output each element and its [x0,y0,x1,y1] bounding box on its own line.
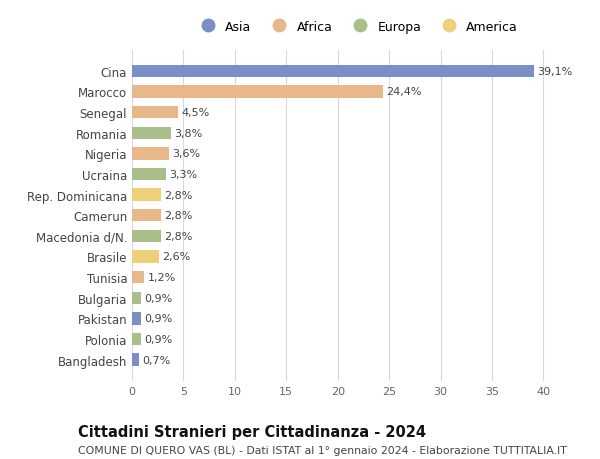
Text: 39,1%: 39,1% [537,67,572,77]
Bar [132,127,171,140]
Text: 4,5%: 4,5% [181,108,209,118]
Text: 0,7%: 0,7% [142,355,170,365]
Text: Cittadini Stranieri per Cittadinanza - 2024: Cittadini Stranieri per Cittadinanza - 2… [78,425,426,440]
Text: 3,6%: 3,6% [172,149,200,159]
Text: 2,8%: 2,8% [164,190,192,200]
Bar [132,292,141,304]
Bar [132,271,145,284]
Text: 2,8%: 2,8% [164,211,192,221]
Bar [132,333,141,345]
Bar [132,168,166,181]
Bar [132,313,141,325]
Bar [132,66,534,78]
Text: 2,8%: 2,8% [164,231,192,241]
Bar [132,210,161,222]
Legend: Asia, Africa, Europa, America: Asia, Africa, Europa, America [191,17,522,38]
Text: 24,4%: 24,4% [386,87,422,97]
Text: COMUNE DI QUERO VAS (BL) - Dati ISTAT al 1° gennaio 2024 - Elaborazione TUTTITAL: COMUNE DI QUERO VAS (BL) - Dati ISTAT al… [78,445,567,455]
Text: 1,2%: 1,2% [148,273,176,282]
Text: 0,9%: 0,9% [145,334,173,344]
Text: 3,8%: 3,8% [174,129,202,139]
Text: 0,9%: 0,9% [145,293,173,303]
Bar [132,251,159,263]
Bar [132,353,139,366]
Text: 3,3%: 3,3% [169,169,197,179]
Bar [132,148,169,160]
Text: 2,6%: 2,6% [162,252,190,262]
Bar [132,86,383,98]
Bar [132,189,161,202]
Bar [132,106,178,119]
Bar [132,230,161,242]
Text: 0,9%: 0,9% [145,313,173,324]
